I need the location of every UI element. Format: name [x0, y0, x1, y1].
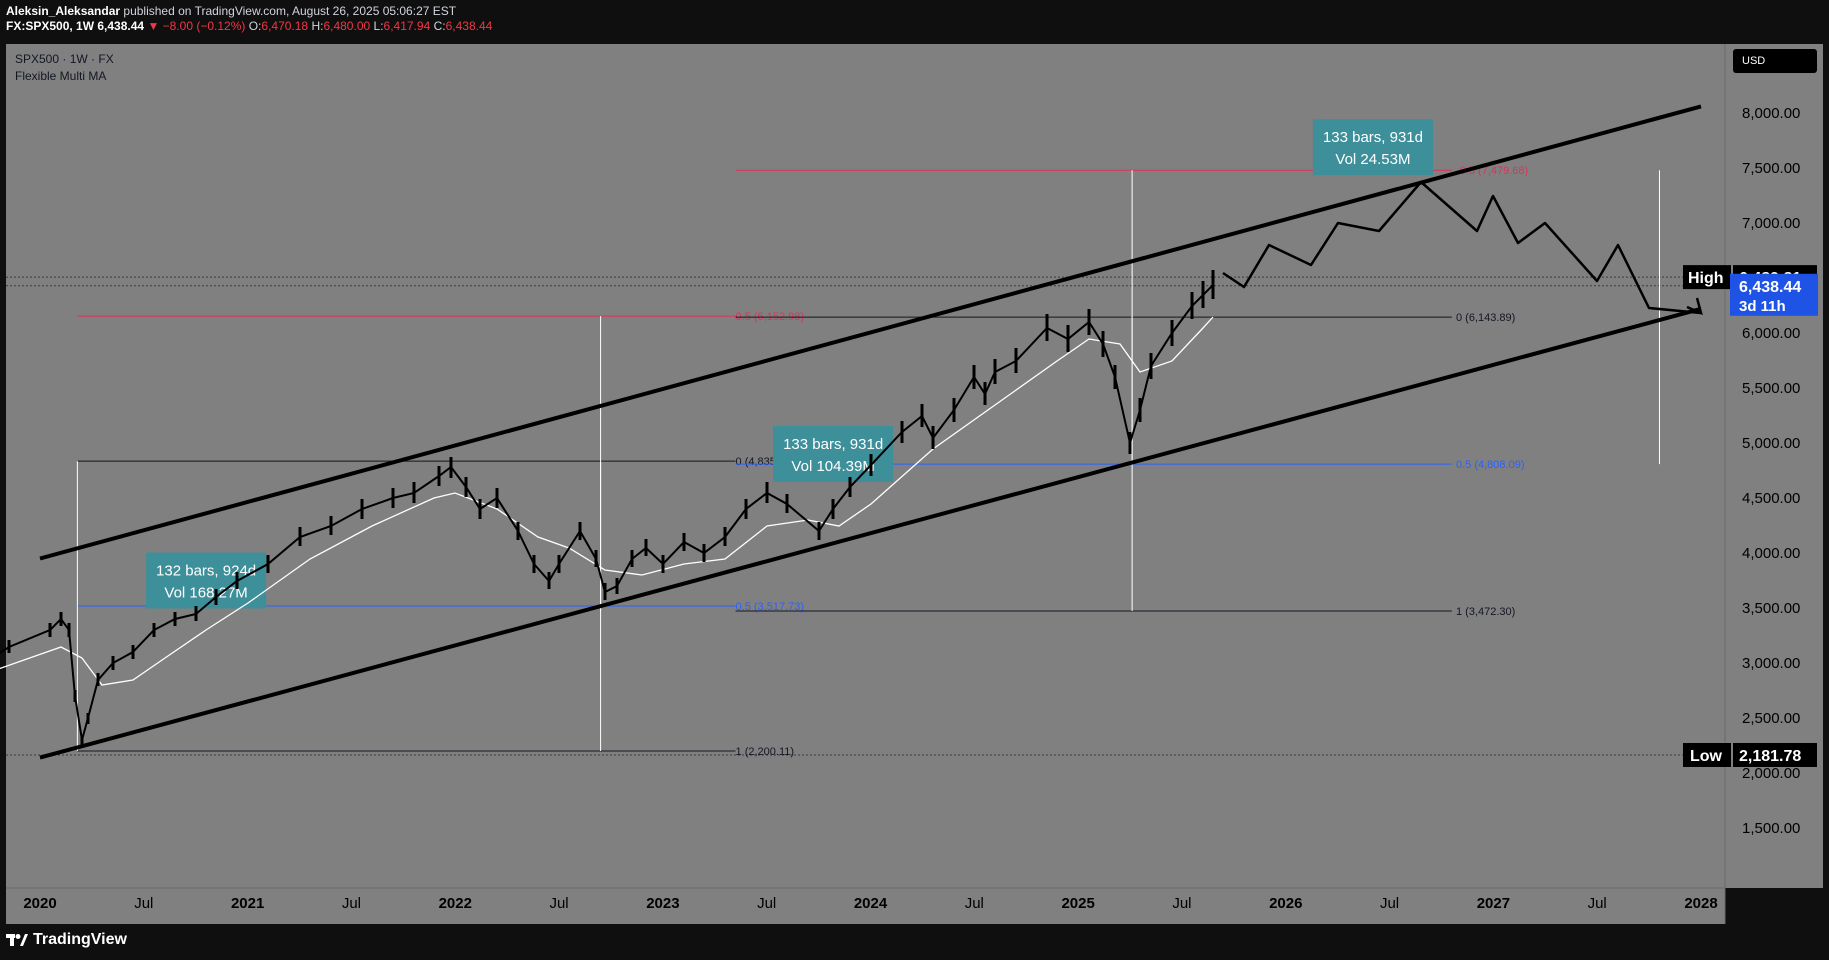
range-box-bg	[1312, 119, 1433, 176]
last-price: 6,438.44	[97, 19, 145, 33]
range-vol-text: Vol 24.53M	[1335, 151, 1410, 168]
high-label: High	[1688, 270, 1724, 287]
brand-name: TradingView	[33, 931, 127, 948]
low-value: 6,417.94	[383, 19, 431, 33]
price-change: ▼ −8.00 (−0.12%)	[147, 19, 246, 33]
low-label: L:	[373, 19, 384, 33]
y-tick-label: 5,000.00	[1742, 435, 1800, 452]
time-scale-pane[interactable]	[6, 888, 1725, 924]
x-tick-label: Jul	[1380, 895, 1399, 912]
x-tick-label: 2021	[231, 895, 264, 912]
price-series-line[interactable]	[0, 284, 1214, 741]
fib-level-label: 1 (3,472.30)	[1456, 606, 1515, 618]
x-tick-label: 2024	[854, 895, 888, 912]
x-tick-label: Jul	[134, 895, 153, 912]
range-bars-text: 133 bars, 931d	[783, 436, 883, 453]
range-box-bg	[146, 552, 267, 609]
tradingview-logo[interactable]: TradingView	[6, 931, 127, 949]
x-tick-label: Jul	[342, 895, 361, 912]
y-tick-label: 7,500.00	[1742, 160, 1800, 177]
y-tick-label: 3,500.00	[1742, 600, 1800, 617]
y-tick-label: 7,000.00	[1742, 215, 1800, 232]
fib-level-label: 0.5 (4,808.09)	[1456, 459, 1525, 471]
y-tick-label: 3,000.00	[1742, 655, 1800, 672]
bar-countdown: 3d 11h	[1739, 298, 1786, 315]
y-tick-label: 4,000.00	[1742, 545, 1800, 562]
range-vol-text: Vol 104.39M	[791, 458, 874, 475]
x-tick-label: Jul	[757, 895, 776, 912]
last-price-marker: 6,438.44 3d 11h	[1730, 273, 1818, 316]
legend-symbol: SPX500 · 1W · FX	[15, 52, 114, 66]
open-value: 6,470.18	[261, 19, 309, 33]
channel-lower-line[interactable]	[39, 306, 1702, 760]
publish-line: Aleksin_Aleksandar published on TradingV…	[6, 4, 456, 18]
range-bars-text: 133 bars, 931d	[1323, 129, 1423, 146]
range-measure-box[interactable]: 133 bars, 931d Vol 24.53M	[1312, 119, 1433, 176]
x-tick-label: 2027	[1477, 895, 1510, 912]
x-tick-label: 2026	[1269, 895, 1302, 912]
x-tick-label: Jul	[1172, 895, 1191, 912]
fib-level-label: 0 (6,143.89)	[1456, 312, 1515, 324]
x-tick-label: 2020	[23, 895, 56, 912]
x-tick-label: Jul	[1588, 895, 1607, 912]
channel-upper-line[interactable]	[39, 104, 1702, 561]
symbol-interval: FX:SPX500, 1W	[6, 19, 95, 33]
low-label: Low	[1690, 748, 1723, 765]
x-tick-label: Jul	[965, 895, 984, 912]
fib-level-label: 0.5 (3,517.73)	[736, 601, 805, 613]
range-measure-box[interactable]: 133 bars, 931d Vol 104.39M	[773, 426, 894, 482]
open-label: O:	[248, 19, 262, 33]
high-label: H:	[311, 19, 324, 33]
y-tick-label: 8,000.00	[1742, 105, 1800, 122]
x-tick-label: Jul	[549, 895, 568, 912]
x-tick-label: 2028	[1684, 895, 1717, 912]
ohlc-line: FX:SPX500, 1W 6,438.44 ▼ −8.00 (−0.12%) …	[6, 19, 492, 33]
last-price-value: 6,438.44	[1739, 279, 1801, 296]
legend-indicator[interactable]: Flexible Multi MA	[15, 69, 107, 83]
y-tick-label: 4,500.00	[1742, 490, 1800, 507]
projection-path[interactable]	[1222, 180, 1702, 315]
close-label: C:	[433, 19, 446, 33]
low-marker: Low 2,181.78	[1683, 743, 1817, 768]
fib-level-label: 1 (2,200.11)	[736, 746, 795, 758]
y-tick-label: 2,000.00	[1742, 765, 1800, 782]
y-tick-label: 1,500.00	[1742, 820, 1800, 837]
x-tick-label: 2025	[1061, 895, 1094, 912]
publish-info: published on TradingView.com, August 26,…	[123, 4, 457, 18]
high-value: 6,480.00	[323, 19, 371, 33]
range-box-bg	[773, 426, 894, 482]
y-tick-label: 5,500.00	[1742, 380, 1800, 397]
y-tick-label: 2,500.00	[1742, 710, 1800, 727]
tradingview-icon	[6, 934, 28, 946]
y-tick-label: 6,000.00	[1742, 325, 1800, 342]
range-bars-text: 132 bars, 924d	[156, 563, 256, 580]
range-measure-box[interactable]: 132 bars, 924d Vol 168.27M	[146, 552, 267, 609]
author-name[interactable]: Aleksin_Aleksandar	[6, 4, 121, 18]
low-value: 2,181.78	[1739, 748, 1801, 765]
x-tick-label: 2023	[646, 895, 679, 912]
projection-arrowhead	[1686, 297, 1703, 316]
currency-button[interactable]: USD	[1733, 49, 1817, 73]
range-vol-text: Vol 168.27M	[164, 585, 247, 602]
close-value: 6,438.44	[445, 19, 493, 33]
x-tick-label: 2022	[439, 895, 472, 912]
